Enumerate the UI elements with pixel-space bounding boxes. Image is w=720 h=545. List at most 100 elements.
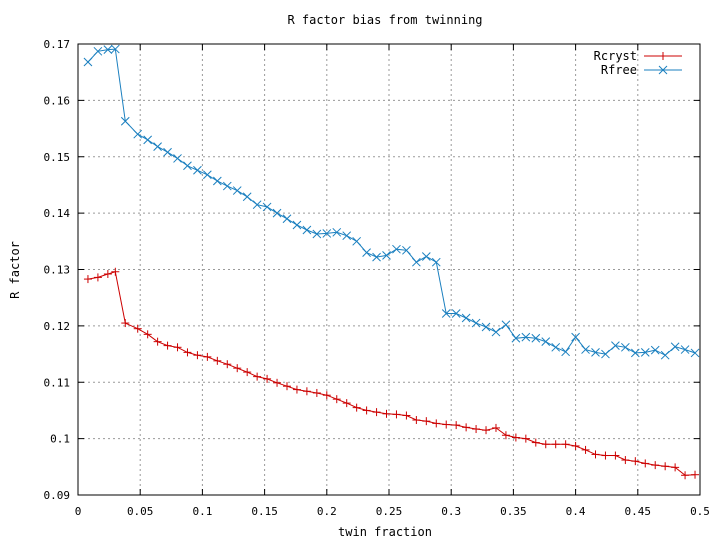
data-point-rfree [203,170,212,180]
data-point-rcryst [561,440,570,449]
legend-marker-rfree [658,65,668,75]
data-point-rcryst [362,406,371,415]
data-point-rfree [262,202,272,212]
data-point-rcryst [511,433,520,442]
data-point-rfree [252,200,262,210]
x-tick-label: 0.45 [625,505,652,518]
data-point-rfree [421,252,431,261]
data-point-rfree [601,349,610,359]
legend-label-rcryst: Rcryst [594,49,637,63]
y-tick-label: 0.16 [44,94,71,107]
data-point-rfree [183,161,192,171]
data-point-rfree [372,252,381,262]
data-point-rfree [382,251,391,260]
y-tick-label: 0.09 [44,489,71,502]
data-point-rcryst [83,275,92,284]
legend-label-rfree: Rfree [601,63,637,77]
data-point-rfree [173,154,182,163]
data-point-rfree [352,236,362,246]
data-point-rcryst [412,416,421,425]
data-point-rfree [491,327,501,337]
data-point-rcryst [193,351,202,360]
data-point-rcryst [133,324,142,333]
data-point-rfree [581,345,590,354]
data-point-rcryst [352,403,361,412]
data-point-rcryst [173,343,182,352]
data-point-rfree [591,348,600,357]
data-point-rcryst [591,450,600,459]
y-tick-label: 0.14 [44,207,71,220]
data-point-rcryst [372,408,381,417]
data-point-rfree [83,57,93,67]
data-point-rcryst [392,410,401,419]
data-point-rcryst [621,456,630,465]
data-point-rfree [93,46,103,56]
data-point-rfree [571,332,580,342]
data-point-rfree [521,332,531,342]
data-point-rfree [441,309,451,318]
x-tick-label: 0.05 [127,505,154,518]
data-point-rcryst [292,385,301,394]
y-tick-label: 0.12 [44,320,71,333]
data-point-rfree [621,342,630,352]
data-point-rcryst [491,423,500,432]
data-point-rfree [133,129,143,139]
data-point-rfree [640,348,650,357]
data-point-rfree [551,342,561,352]
data-point-rcryst [531,438,540,447]
data-point-rcryst [641,459,650,468]
data-point-rfree [222,181,232,191]
data-point-rcryst [263,374,272,383]
data-point-rcryst [551,440,560,449]
data-point-rcryst [521,434,530,443]
data-point-rfree [451,309,461,318]
y-tick-label: 0.11 [44,376,71,389]
data-point-rfree [392,244,401,254]
data-point-rcryst [233,364,242,373]
x-tick-label: 0.3 [441,505,461,518]
gridlines [78,44,700,495]
data-point-rcryst [183,348,192,357]
y-tick-label: 0.13 [44,264,71,277]
data-point-rfree [501,320,511,330]
y-axis-label: R factor [8,241,22,299]
data-point-rcryst [382,409,391,418]
data-point-rcryst [432,419,441,428]
data-point-rcryst [332,395,341,404]
data-point-rcryst [462,423,471,432]
data-point-rfree [212,176,222,186]
data-point-rcryst [253,372,262,381]
data-point-rfree [312,229,322,239]
data-point-rcryst [282,382,291,391]
data-point-rcryst [482,426,491,435]
data-point-rfree [670,342,680,352]
data-point-rfree [412,257,421,267]
data-point-rcryst [213,356,222,365]
data-point-rcryst [273,378,282,387]
data-point-rfree [342,231,352,241]
data-point-rcryst [651,461,660,470]
data-point-rfree [471,318,481,328]
data-point-rcryst [681,471,690,480]
data-point-rfree [481,322,491,332]
data-point-rcryst [581,445,590,454]
data-point-rfree [242,192,252,202]
data-point-rfree [690,348,700,358]
data-point-rfree [611,341,620,350]
data-point-rfree [163,147,172,157]
data-point-rfree [630,348,640,358]
x-tick-label: 0.15 [251,505,278,518]
data-point-rcryst [601,451,610,460]
data-point-rfree [431,257,441,267]
data-point-rcryst [541,440,550,449]
x-tick-label: 0.1 [192,505,212,518]
data-point-rfree [103,45,113,54]
data-point-rcryst [691,470,700,479]
data-point-rcryst [402,411,411,420]
data-point-rcryst [611,451,620,460]
legend-marker-rcryst [659,52,667,60]
data-point-rfree [232,186,242,195]
series-line-rfree [87,48,696,356]
